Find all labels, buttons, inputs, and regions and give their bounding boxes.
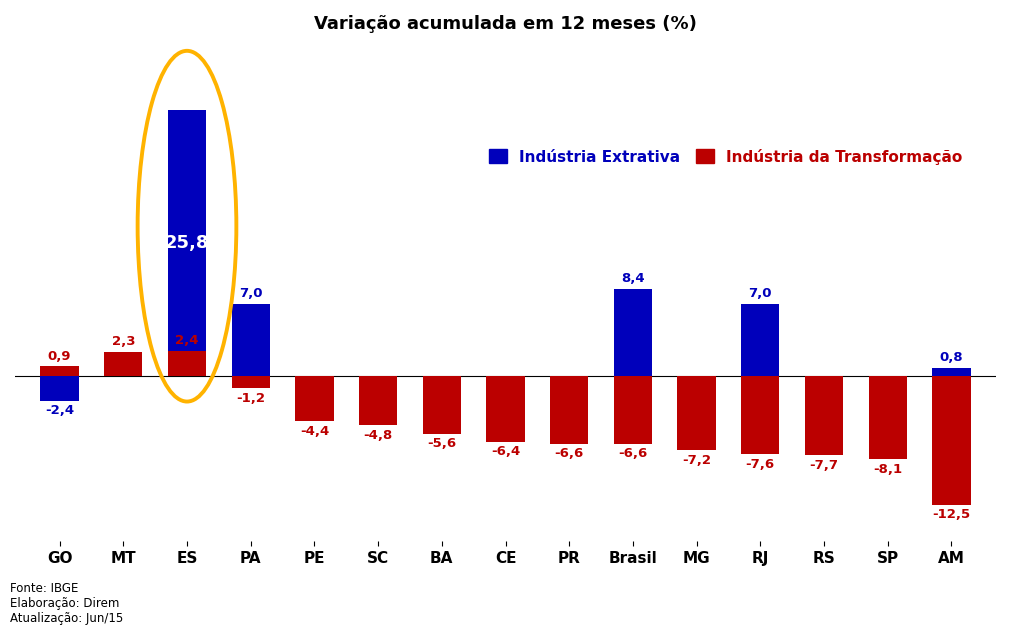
Text: -12,5: -12,5 [932,509,971,521]
Bar [423,375,461,433]
Bar [295,375,334,421]
Bar [168,351,206,375]
Text: -1,2: -1,2 [237,392,265,404]
Bar [614,289,652,375]
Bar [104,352,143,375]
Text: -6,4: -6,4 [491,445,520,458]
Text: -0,7: -0,7 [682,387,711,399]
Text: 25,8: 25,8 [165,233,209,252]
Text: 7,0: 7,0 [748,287,772,300]
Text: 0,8: 0,8 [939,351,963,364]
Bar [932,367,971,375]
Title: Variação acumulada em 12 meses (%): Variação acumulada em 12 meses (%) [314,15,697,33]
Text: -7,6: -7,6 [746,457,774,471]
Bar [932,375,971,505]
Legend: Indústria Extrativa, Indústria da Transformação: Indústria Extrativa, Indústria da Transf… [483,143,969,170]
Text: 0,9: 0,9 [48,350,72,363]
Bar [232,304,270,375]
Bar [550,375,588,444]
Bar [232,375,270,388]
Bar [614,375,652,444]
Bar [741,375,779,454]
Bar [550,375,588,444]
Bar [805,375,843,455]
Text: -5,6: -5,6 [428,437,456,450]
Text: -6,6: -6,6 [619,447,647,461]
Text: -4,8: -4,8 [364,429,392,442]
Bar [40,367,79,375]
Text: 7,0: 7,0 [239,287,263,300]
Text: -7,7: -7,7 [810,459,838,472]
Bar [104,352,143,375]
Text: -4,4: -4,4 [300,425,329,438]
Bar [359,375,397,425]
Bar [677,375,716,450]
Text: -2,4: -2,4 [45,404,74,417]
Bar [486,375,525,442]
Bar [40,375,79,401]
Text: -8,1: -8,1 [874,463,902,476]
Text: -6,6: -6,6 [555,447,583,461]
Bar [677,375,716,383]
Text: -7,2: -7,2 [682,454,711,467]
Text: Fonte: IBGE
Elaboração: Direm
Atualização: Jun/15: Fonte: IBGE Elaboração: Direm Atualizaçã… [10,582,123,625]
Bar [741,304,779,375]
Bar [168,110,206,375]
Text: 2,3: 2,3 [111,336,135,348]
Bar [486,375,525,442]
Bar [868,375,907,459]
Text: 8,4: 8,4 [621,273,645,285]
Bar [423,375,461,433]
Text: 2,4: 2,4 [175,334,199,348]
Bar [359,375,397,425]
